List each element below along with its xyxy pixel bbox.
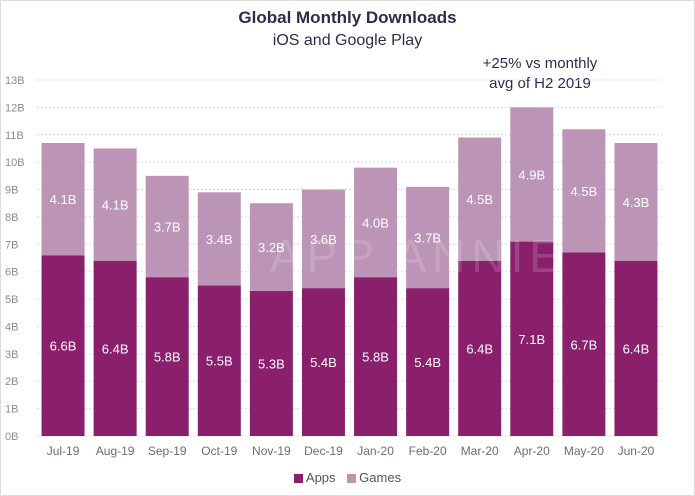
data-label-games: 4.5B: [466, 192, 493, 207]
y-tick-label: 3B: [5, 349, 18, 361]
legend-label-apps: Apps: [305, 470, 336, 485]
y-tick-label: 7B: [5, 239, 18, 251]
data-labels: 6.6B 4.1B 6.4B 4.1B 5.8B 3.7B 5.5B 3.4B 5.3B 3.2B…: [50, 167, 650, 371]
data-label-apps: 5.3B: [258, 356, 285, 371]
y-tick-label: 10B: [5, 157, 25, 169]
data-label-apps: 6.7B: [571, 337, 598, 352]
bar-games: [562, 129, 606, 253]
x-tick-label: May-20: [564, 444, 604, 458]
watermark: APP ANNIE: [270, 230, 566, 282]
legend-swatch-games: [347, 474, 357, 484]
y-tick-label: 13B: [5, 75, 25, 87]
data-label-games: 4.9B: [518, 167, 545, 182]
y-tick-label: 6B: [5, 267, 18, 279]
x-tick-label: Nov-19: [252, 444, 291, 458]
data-label-games: 4.5B: [571, 184, 598, 199]
y-tick-label: 8B: [5, 212, 18, 224]
bar-apps: [145, 277, 189, 436]
legend-label-games: Games: [359, 470, 402, 485]
bar-games: [406, 186, 450, 289]
x-tick-label: Jun-20: [618, 444, 655, 458]
y-axis: 0B 1B 2B 3B 4B 5B 6B 7B 8B 9B 10B 11B 12B 13B: [5, 75, 25, 443]
bar-games: [145, 175, 189, 278]
x-tick-label: Oct-19: [201, 444, 237, 458]
bar-apps: [93, 260, 137, 436]
x-tick-label: Aug-19: [96, 444, 135, 458]
data-label-apps: 5.4B: [414, 355, 441, 370]
data-label-games: 4.0B: [362, 215, 389, 230]
legend: Apps Games: [0, 470, 695, 485]
bar-apps: [510, 241, 554, 436]
legend-item-games: Games: [347, 470, 401, 485]
x-tick-label: Jan-20: [357, 444, 394, 458]
x-tick-label: Jul-19: [47, 444, 80, 458]
bar-games: [301, 189, 345, 289]
bar-apps: [406, 288, 450, 436]
annotation-line-2: avg of H2 2019: [489, 75, 591, 92]
bars: [41, 107, 658, 436]
chart-title: Global Monthly Downloads: [238, 8, 457, 27]
data-label-apps: 6.6B: [50, 339, 77, 354]
annotation-line-1: +25% vs monthly: [482, 55, 598, 72]
chart-subtitle: iOS and Google Play: [272, 32, 423, 49]
annotation: +25% vs monthly avg of H2 2019: [430, 54, 650, 94]
y-tick-label: 2B: [5, 376, 18, 388]
bar-apps: [458, 260, 502, 436]
y-tick-label: 5B: [5, 294, 18, 306]
bar-apps: [301, 288, 345, 436]
bar-games: [249, 203, 293, 291]
bar-games: [197, 192, 241, 286]
x-axis: Jul-19 Aug-19 Sep-19 Oct-19 Nov-19 Dec-19 Jan-…: [47, 444, 655, 458]
data-label-apps: 5.4B: [310, 355, 337, 370]
bar-games: [510, 107, 554, 242]
data-label-apps: 6.4B: [623, 341, 650, 356]
y-tick-label: 0B: [5, 431, 18, 443]
bar-games: [93, 148, 137, 261]
y-tick-label: 1B: [5, 404, 18, 416]
data-label-apps: 7.1B: [518, 332, 545, 347]
data-label-games: 3.6B: [310, 232, 337, 247]
data-label-games: 3.4B: [206, 232, 233, 247]
gridlines: [37, 79, 662, 437]
data-label-games: 4.1B: [50, 192, 77, 207]
data-label-apps: 6.4B: [466, 341, 493, 356]
x-tick-label: Apr-20: [514, 444, 550, 458]
x-tick-label: Feb-20: [409, 444, 447, 458]
bar-games: [354, 167, 398, 278]
watermark-text: APP ANNIE: [270, 230, 566, 282]
data-label-games: 3.2B: [258, 240, 285, 255]
bar-games: [614, 142, 658, 261]
data-label-apps: 5.5B: [206, 354, 233, 369]
legend-item-apps: Apps: [293, 470, 336, 485]
y-tick-label: 4B: [5, 321, 18, 333]
bar-games: [458, 137, 502, 261]
data-label-apps: 6.4B: [102, 341, 129, 356]
data-label-apps: 5.8B: [362, 350, 389, 365]
y-tick-label: 9B: [5, 185, 18, 197]
bar-apps: [354, 277, 398, 436]
legend-swatch-apps: [293, 474, 303, 484]
bar-games: [41, 142, 85, 256]
data-label-games: 4.1B: [102, 198, 129, 213]
x-tick-label: Dec-19: [304, 444, 343, 458]
y-tick-label: 12B: [5, 102, 25, 114]
data-label-games: 4.3B: [623, 195, 650, 210]
data-label-games: 3.7B: [154, 220, 181, 235]
bar-apps: [197, 285, 241, 436]
y-tick-label: 11B: [5, 130, 24, 142]
data-label-games: 3.7B: [414, 230, 441, 245]
data-label-apps: 5.8B: [154, 350, 181, 365]
x-tick-label: Sep-19: [148, 444, 187, 458]
bar-apps: [249, 290, 293, 436]
bar-apps: [562, 252, 606, 436]
x-tick-label: Mar-20: [461, 444, 499, 458]
bar-apps: [41, 255, 85, 436]
bar-apps: [614, 260, 658, 436]
